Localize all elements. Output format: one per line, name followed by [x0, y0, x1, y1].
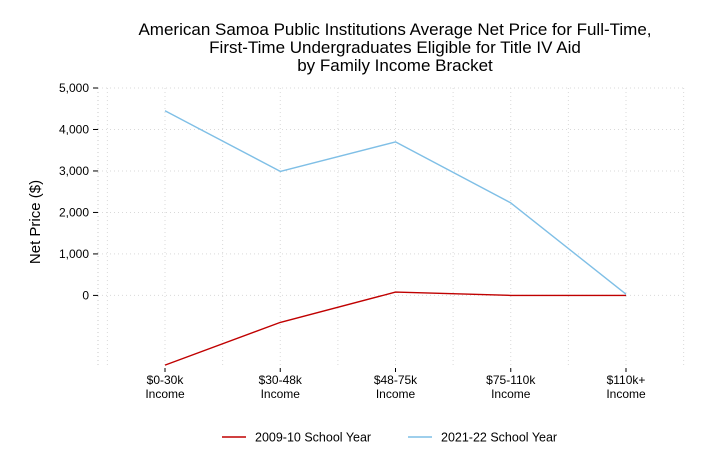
- x-tick-label-line: Income: [145, 387, 185, 401]
- y-tick-label: 0: [82, 288, 89, 302]
- y-tick-label: 3,000: [59, 164, 89, 178]
- x-tick-label: $48-75k Income: [374, 373, 418, 401]
- x-tick-label-line: $48-75k: [374, 373, 418, 387]
- x-tick-label: $30-48k Income: [259, 373, 303, 401]
- y-tick-label: 5,000: [59, 81, 89, 95]
- grid-layer: [98, 87, 685, 368]
- series-line-2: [164, 110, 627, 295]
- x-tick-label-line: Income: [376, 387, 416, 401]
- legend: 2009-10 School Year 2021-22 School Year: [222, 431, 557, 445]
- y-tick-label: 1,000: [59, 247, 89, 261]
- x-tick-label-line: $110k+: [607, 373, 646, 387]
- chart-title-line-1: American Samoa Public Institutions Avera…: [138, 20, 651, 39]
- series-layer: [164, 110, 627, 366]
- x-tick-label: $75-110k Income: [486, 373, 536, 401]
- legend-label: 2009-10 School Year: [255, 431, 371, 445]
- x-tick-label-line: $0-30k: [147, 373, 185, 387]
- x-tick-label-line: Income: [261, 387, 301, 401]
- chart-title: American Samoa Public Institutions Avera…: [138, 20, 651, 75]
- series-line-1: [164, 291, 626, 366]
- chart-title-line-2: First-Time Undergraduates Eligible for T…: [209, 38, 581, 57]
- chart-title-line-3: by Family Income Bracket: [297, 56, 493, 75]
- x-tick-label-line: Income: [606, 387, 646, 401]
- x-tick-label-line: $30-48k: [259, 373, 303, 387]
- y-axis-title: Net Price ($): [27, 180, 44, 264]
- x-tick-label-line: Income: [491, 387, 531, 401]
- x-tick-label: $0-30k Income: [145, 373, 185, 401]
- x-tick-label: $110k+ Income: [606, 373, 646, 401]
- legend-label: 2021-22 School Year: [441, 431, 557, 445]
- x-tick-label-line: $75-110k: [486, 373, 536, 387]
- y-tick-label: 2,000: [59, 205, 89, 219]
- y-tick-label: 4,000: [59, 122, 89, 136]
